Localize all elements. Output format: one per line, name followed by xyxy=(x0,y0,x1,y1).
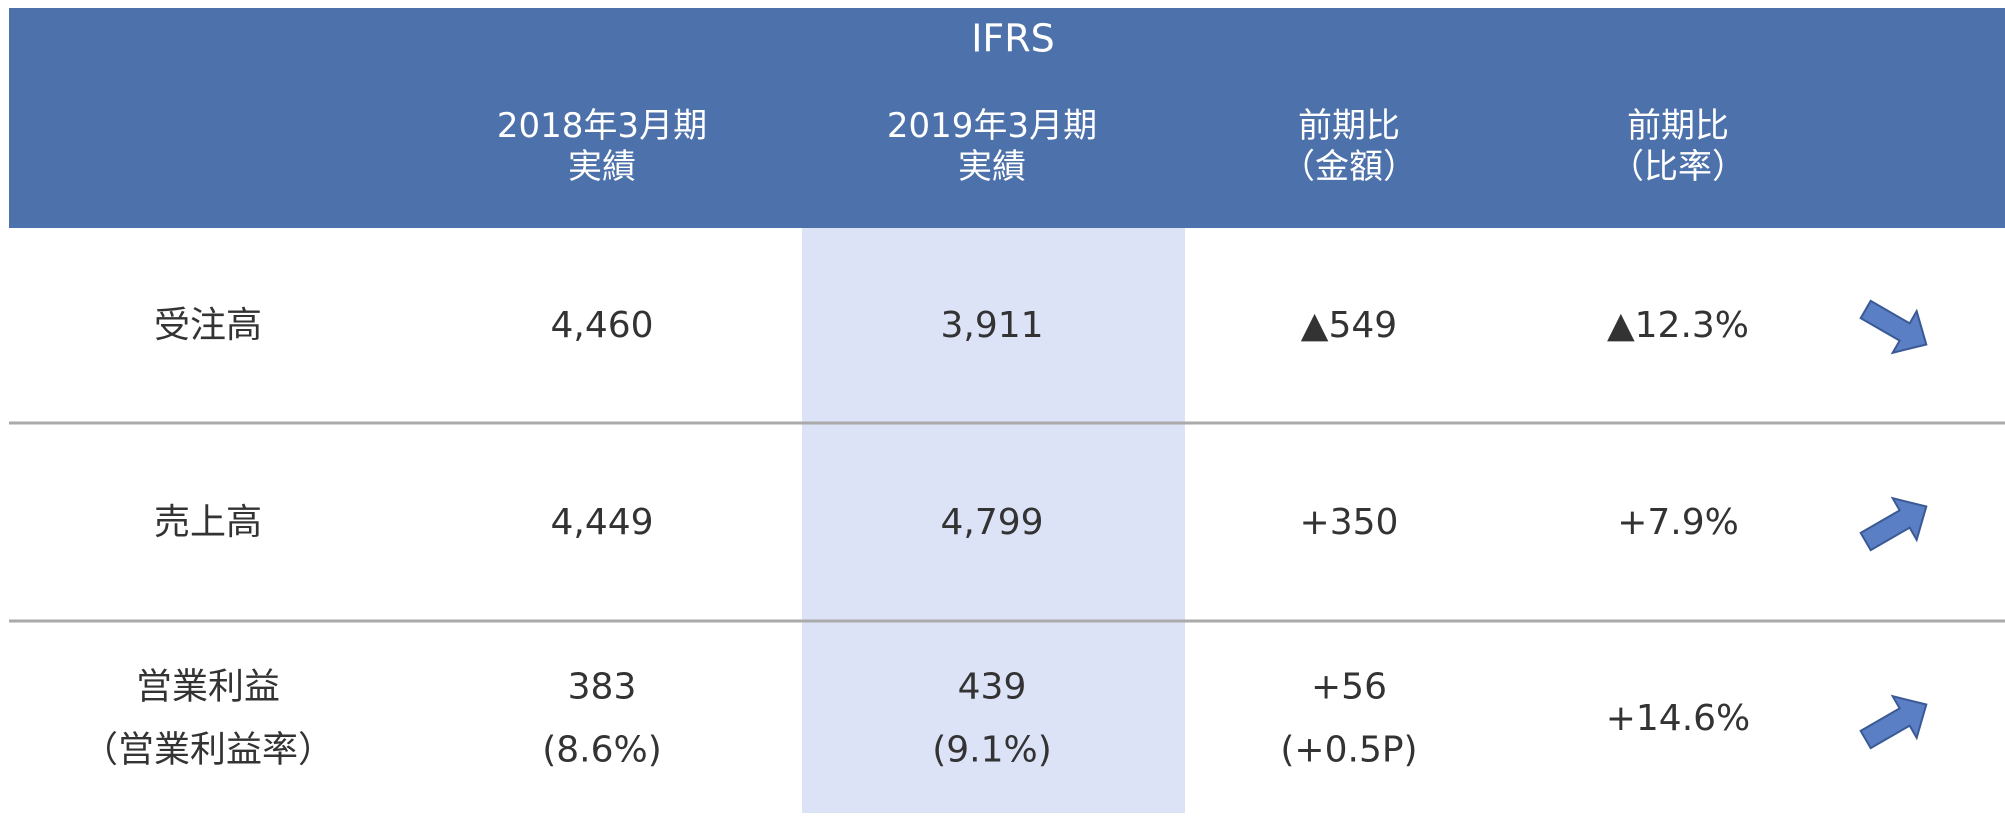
column-header: 実績 xyxy=(958,147,1026,187)
trend-arrow xyxy=(1859,694,1928,750)
column-header: 実績 xyxy=(568,147,636,187)
cell: 439 xyxy=(958,667,1027,708)
cell: +56 xyxy=(1311,667,1387,708)
cell: 3,911 xyxy=(940,305,1043,346)
row-label: 営業利益 xyxy=(136,667,280,708)
column-header: 前期比 xyxy=(1298,106,1400,146)
cell: (8.6%) xyxy=(542,730,662,771)
cell: +7.9% xyxy=(1617,502,1739,543)
cell: 4,460 xyxy=(550,305,653,346)
column-header: 前期比 xyxy=(1627,106,1729,146)
cell: +14.6% xyxy=(1606,698,1751,739)
cell: 4,799 xyxy=(940,502,1043,543)
row-label: 売上高 xyxy=(154,502,262,543)
row-label: 受注高 xyxy=(154,305,262,346)
column-header: （比率） xyxy=(1610,147,1746,187)
column-header: （金額） xyxy=(1281,147,1417,187)
cell: (+0.5P) xyxy=(1280,730,1417,771)
row-label: （営業利益率） xyxy=(82,730,334,771)
header-title: IFRS xyxy=(971,17,1055,61)
cell: ▲12.3% xyxy=(1607,305,1749,346)
column-header: 2019年3月期 xyxy=(887,106,1097,146)
trend-arrow xyxy=(1859,496,1928,552)
highlight-column xyxy=(802,228,1185,813)
cell: ▲549 xyxy=(1301,305,1397,346)
trend-arrow xyxy=(1859,299,1928,355)
cell: (9.1%) xyxy=(932,730,1052,771)
cell: +350 xyxy=(1300,502,1399,543)
cell: 383 xyxy=(568,667,637,708)
header-band xyxy=(9,8,2005,228)
column-header: 2018年3月期 xyxy=(497,106,707,146)
cell: 4,449 xyxy=(550,502,653,543)
